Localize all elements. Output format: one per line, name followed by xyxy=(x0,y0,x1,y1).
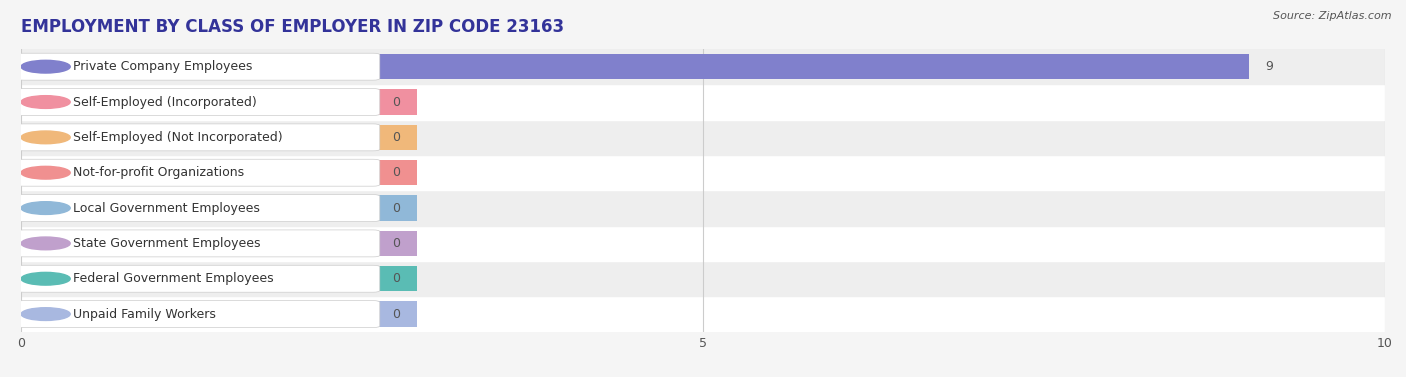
FancyBboxPatch shape xyxy=(17,124,380,151)
FancyBboxPatch shape xyxy=(17,89,380,115)
FancyBboxPatch shape xyxy=(17,265,380,292)
Text: EMPLOYMENT BY CLASS OF EMPLOYER IN ZIP CODE 23163: EMPLOYMENT BY CLASS OF EMPLOYER IN ZIP C… xyxy=(21,18,564,36)
Bar xyxy=(21,301,416,327)
Circle shape xyxy=(21,96,70,109)
Bar xyxy=(21,125,416,150)
Text: Self-Employed (Incorporated): Self-Employed (Incorporated) xyxy=(73,95,257,109)
Circle shape xyxy=(21,272,70,285)
Bar xyxy=(21,231,416,256)
Circle shape xyxy=(21,237,70,250)
Text: Source: ZipAtlas.com: Source: ZipAtlas.com xyxy=(1274,11,1392,21)
Bar xyxy=(21,296,1385,332)
Text: 0: 0 xyxy=(392,237,401,250)
Circle shape xyxy=(21,308,70,320)
Text: 0: 0 xyxy=(392,166,401,179)
Bar xyxy=(21,226,1385,261)
Bar xyxy=(21,49,1385,84)
Text: Unpaid Family Workers: Unpaid Family Workers xyxy=(73,308,215,320)
Text: 0: 0 xyxy=(392,308,401,320)
FancyBboxPatch shape xyxy=(17,53,380,80)
FancyBboxPatch shape xyxy=(17,195,380,222)
Text: 0: 0 xyxy=(392,95,401,109)
FancyBboxPatch shape xyxy=(17,300,380,328)
Bar xyxy=(21,160,416,185)
Text: 0: 0 xyxy=(392,131,401,144)
Text: Private Company Employees: Private Company Employees xyxy=(73,60,252,73)
Circle shape xyxy=(21,202,70,215)
Text: 0: 0 xyxy=(392,202,401,215)
Bar xyxy=(21,155,1385,190)
Text: State Government Employees: State Government Employees xyxy=(73,237,260,250)
FancyBboxPatch shape xyxy=(17,159,380,186)
Bar xyxy=(21,89,416,115)
Text: 9: 9 xyxy=(1265,60,1272,73)
Bar xyxy=(21,266,416,291)
Bar xyxy=(21,84,1385,120)
Bar xyxy=(21,195,416,221)
Circle shape xyxy=(21,60,70,73)
Text: Local Government Employees: Local Government Employees xyxy=(73,202,260,215)
Text: 0: 0 xyxy=(392,272,401,285)
Bar xyxy=(21,190,1385,226)
Text: Self-Employed (Not Incorporated): Self-Employed (Not Incorporated) xyxy=(73,131,283,144)
Bar xyxy=(21,54,1249,80)
Text: Not-for-profit Organizations: Not-for-profit Organizations xyxy=(73,166,245,179)
FancyBboxPatch shape xyxy=(17,230,380,257)
Circle shape xyxy=(21,131,70,144)
Circle shape xyxy=(21,166,70,179)
Text: Federal Government Employees: Federal Government Employees xyxy=(73,272,274,285)
Bar xyxy=(21,261,1385,296)
Bar xyxy=(21,120,1385,155)
